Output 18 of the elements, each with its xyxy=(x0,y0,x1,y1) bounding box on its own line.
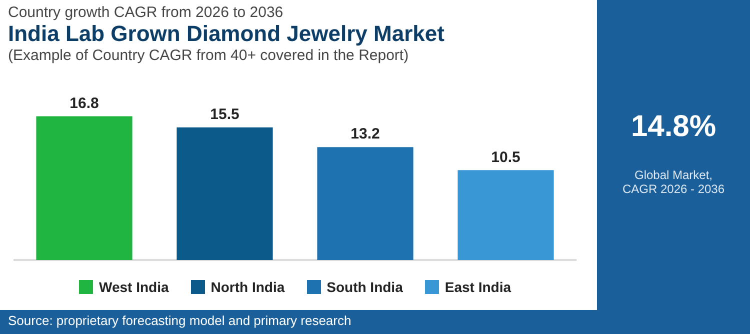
source-note: Source: proprietary forecasting model and primary research xyxy=(8,313,352,328)
data-label: 13.2 xyxy=(350,126,380,143)
text: Country growth CAGR from 2026 to 2036 xyxy=(8,4,284,21)
x-tick-label: East India xyxy=(444,279,511,295)
x-tick-label: North India xyxy=(210,279,285,295)
x-tick-label: South India xyxy=(326,279,403,295)
bar xyxy=(317,147,414,260)
chart-title: India Lab Grown Diamond Jewelry Market xyxy=(8,21,446,47)
data-label: 16.8 xyxy=(70,94,99,112)
bar xyxy=(458,170,554,260)
chart-subtitle: (Example of Country CAGR from 40+ covered in the Report) xyxy=(8,47,410,64)
bar xyxy=(176,127,273,260)
x-tick-label: West India xyxy=(98,279,169,295)
text: Global Market, CAGR 2026 - 2036 xyxy=(621,168,726,196)
data-label: 10.5 xyxy=(491,148,520,166)
bar xyxy=(36,116,132,260)
text: 14.8% xyxy=(630,110,718,144)
data-label: 15.5 xyxy=(210,106,240,124)
